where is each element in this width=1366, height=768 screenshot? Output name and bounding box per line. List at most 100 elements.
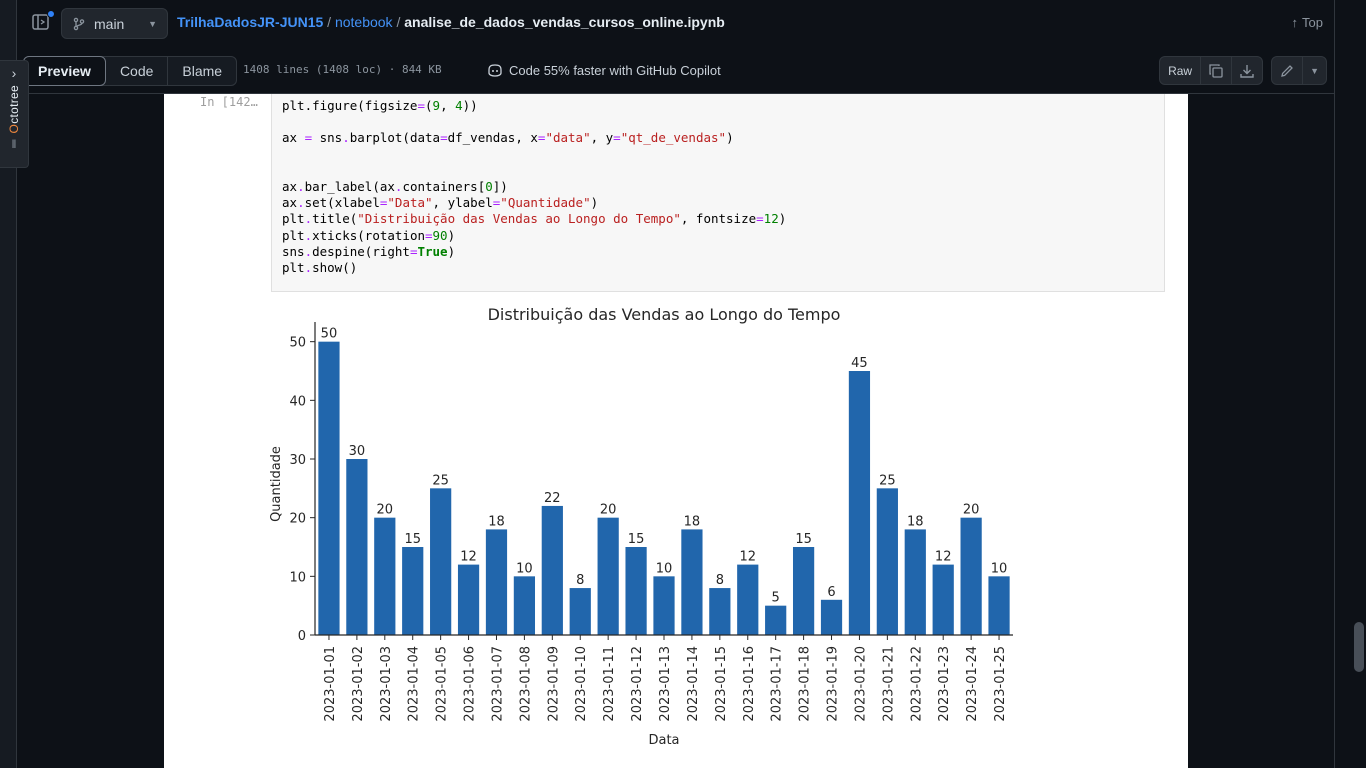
- bar-value-label: 25: [879, 473, 896, 488]
- copy-icon[interactable]: [1201, 57, 1233, 84]
- code-token: plt: [282, 259, 305, 275]
- code-cell: plt.figure(figsize=(9, 4)) ax = sns.barp…: [271, 94, 1165, 292]
- y-tick-label: 50: [289, 336, 306, 351]
- code-token: .: [297, 178, 305, 194]
- chart-bar: [374, 517, 396, 635]
- code-token: , y: [590, 130, 614, 146]
- arrow-up-icon: ↑: [1291, 15, 1299, 30]
- x-tick-label: 2023-01-02: [351, 646, 366, 722]
- code-token: .: [342, 130, 350, 146]
- code-token: .: [304, 259, 313, 275]
- chart-bar: [820, 599, 843, 635]
- code-token: sns: [282, 243, 305, 259]
- chart-bar: [513, 576, 536, 635]
- raw-actions-group: Raw: [1159, 56, 1264, 85]
- chart-bar: [625, 547, 647, 635]
- copilot-icon: [488, 64, 502, 77]
- octotree-label: Octotree: [7, 85, 21, 133]
- breadcrumb-file-name: analise_de_dados_vendas_cursos_online.ip…: [404, 14, 725, 30]
- code-token: ax: [282, 178, 298, 194]
- octotree-label-rest: ctotree: [7, 85, 21, 124]
- y-tick-label: 30: [289, 453, 306, 468]
- notebook-viewer: In [142… plt.figure(figsize=(9, 4)) ax =…: [164, 94, 1188, 768]
- scrollbar-thumb[interactable]: [1354, 622, 1364, 672]
- code-token: title(: [312, 211, 358, 227]
- chart-bar: [988, 576, 1010, 635]
- copilot-promo[interactable]: Code 55% faster with GitHub Copilot: [487, 62, 721, 78]
- code-token: )): [462, 98, 478, 113]
- bar-value-label: 10: [656, 561, 673, 576]
- side-panel-toggle-icon[interactable]: [31, 10, 55, 34]
- x-tick-label: 2023-01-05: [435, 646, 450, 722]
- code-line: plt.xticks(rotation=90): [282, 228, 1154, 244]
- bar-value-label: 30: [349, 444, 366, 459]
- chart-bar: [709, 588, 731, 635]
- branch-name: main: [94, 15, 125, 32]
- code-token: =: [379, 195, 388, 211]
- code-token: ): [447, 243, 456, 259]
- x-tick-label: 2023-01-06: [463, 646, 478, 722]
- edit-actions-group: ▼: [1271, 56, 1327, 85]
- chart-bar: [681, 529, 703, 635]
- bar-value-label: 8: [716, 573, 724, 588]
- chart-bar: [960, 517, 982, 635]
- pencil-icon[interactable]: [1272, 57, 1304, 84]
- code-token: .: [297, 195, 305, 211]
- x-tick-label: 2023-01-08: [518, 646, 533, 722]
- top-link[interactable]: ↑ Top: [1292, 15, 1323, 30]
- file-actions: Raw ▼: [1159, 56, 1327, 85]
- code-line: [282, 114, 1154, 130]
- bar-value-label: 15: [628, 532, 645, 547]
- x-tick-label: 2023-01-21: [881, 646, 896, 722]
- tab-code[interactable]: Code: [106, 57, 169, 85]
- chart-x-axis-label: Data: [648, 733, 679, 748]
- bar-value-label: 18: [684, 514, 701, 529]
- chart-bar: [569, 588, 591, 635]
- chart-bar: [904, 529, 926, 635]
- code-line: ax = sns.barplot(data=df_vendas, x="data…: [282, 130, 1154, 146]
- octotree-toggle[interactable]: › Octotree ‖: [0, 60, 29, 168]
- bar-value-label: 8: [576, 573, 584, 588]
- file-toolbar: Preview Code Blame 1408 lines (1408 loc)…: [17, 48, 1335, 94]
- branch-selector[interactable]: main ▼: [61, 8, 168, 39]
- breadcrumb-separator: /: [392, 14, 405, 30]
- bar-value-label: 25: [432, 473, 449, 488]
- scrollbar[interactable]: [1335, 0, 1366, 768]
- download-icon[interactable]: [1232, 57, 1262, 84]
- bar-value-label: 12: [739, 550, 756, 565]
- copilot-text: Code 55% faster with GitHub Copilot: [509, 62, 721, 78]
- y-tick-label: 20: [289, 512, 306, 527]
- code-token: ): [778, 211, 787, 227]
- code-token: .: [304, 211, 313, 227]
- chart-bar: [430, 488, 452, 635]
- code-token: 12: [763, 211, 779, 227]
- breadcrumb-dir-link[interactable]: notebook: [334, 14, 393, 30]
- x-tick-label: 2023-01-09: [546, 646, 561, 722]
- breadcrumb-separator: /: [323, 14, 335, 30]
- code-line: sns.despine(right=True): [282, 244, 1154, 260]
- code-token: 4: [455, 98, 463, 113]
- x-tick-label: 2023-01-11: [602, 646, 617, 722]
- chart-bar: [597, 517, 619, 635]
- code-line: [282, 147, 1154, 163]
- tab-blame[interactable]: Blame: [182, 63, 223, 79]
- tab-preview[interactable]: Preview: [23, 56, 106, 86]
- x-tick-label: 2023-01-22: [909, 646, 924, 722]
- code-token: ax: [282, 195, 298, 211]
- x-tick-label: 2023-01-16: [742, 646, 757, 722]
- code-token: ): [590, 195, 599, 211]
- code-token: containers[: [402, 178, 486, 194]
- raw-button[interactable]: Raw: [1160, 57, 1202, 84]
- breadcrumb-repo-link[interactable]: TrilhaDadosJR-JUN15: [177, 14, 324, 30]
- file-info: 1408 lines (1408 loc) · 844 KB: [243, 63, 442, 76]
- code-token: =: [756, 211, 764, 227]
- code-token: .: [394, 178, 403, 194]
- caret-down-icon[interactable]: ▼: [1310, 65, 1319, 76]
- chart-bar: [485, 529, 508, 635]
- code-token: True: [417, 243, 448, 259]
- drag-handle-icon[interactable]: ‖: [11, 137, 17, 152]
- y-tick-label: 0: [298, 629, 306, 644]
- bar-value-label: 18: [488, 514, 505, 529]
- chart-bar: [653, 576, 675, 635]
- chart-bars: 50 30 20 15 25 12 18 10 22 8 20 15 10 18 8 12 5 15 6 45 25 18…: [318, 327, 1010, 635]
